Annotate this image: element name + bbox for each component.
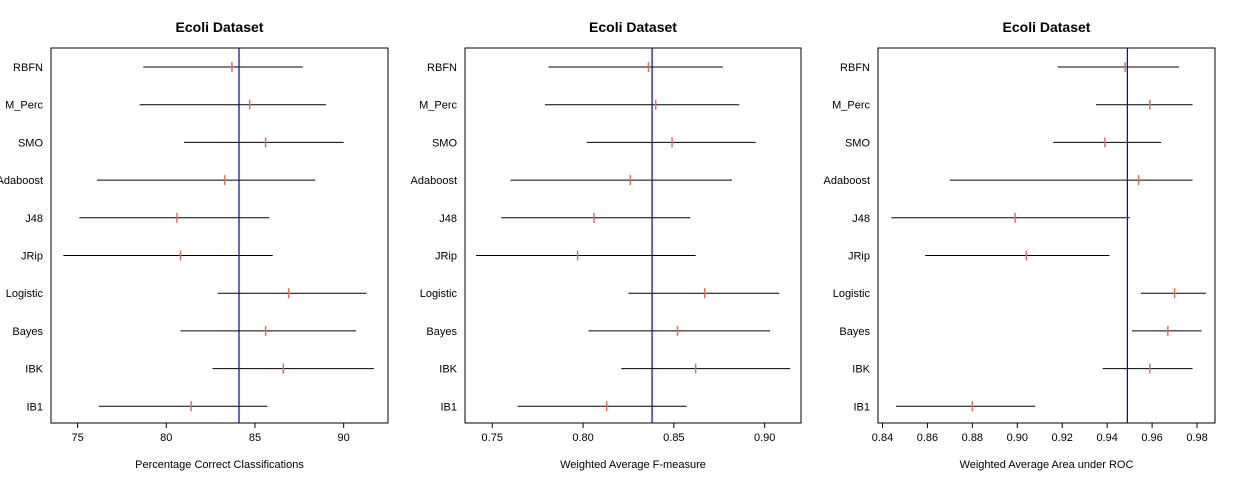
- plot-frame: [877, 47, 1216, 424]
- category-label: Bayes: [839, 326, 870, 338]
- category-label: Adaboost: [411, 175, 457, 187]
- plot-frame: [464, 47, 802, 424]
- category-label: IBK: [25, 364, 43, 376]
- x-tick-label: 0.88: [962, 432, 983, 444]
- category-label: RBFN: [840, 62, 870, 74]
- x-tick-label: 0.94: [1096, 432, 1117, 444]
- panel-title: Ecoli Dataset: [1003, 19, 1091, 35]
- category-label: SMO: [18, 137, 44, 149]
- x-tick-label: 0.90: [1007, 432, 1028, 444]
- x-tick-label: 85: [249, 432, 261, 444]
- category-label: JRip: [848, 251, 870, 263]
- category-label: RBFN: [13, 62, 43, 74]
- category-label: Logistic: [420, 288, 458, 300]
- category-label: Adaboost: [0, 175, 43, 187]
- category-label: M_Perc: [832, 100, 870, 112]
- chart-panel-3: Ecoli Dataset RBFN M_Perc SMO Adaboost J48 JRi…: [824, 19, 1216, 471]
- category-label: J48: [25, 213, 43, 225]
- category-label: Adaboost: [824, 175, 870, 187]
- category-label: SMO: [845, 137, 871, 149]
- category-label: JRip: [435, 251, 457, 263]
- plot-frame: [50, 47, 389, 424]
- category-label: J48: [439, 213, 457, 225]
- category-label: J48: [852, 213, 870, 225]
- x-axis-label: Weighted Average Area under ROC: [960, 459, 1134, 471]
- chart-panel-2: Ecoli Dataset RBFN M_Perc SMO Adaboost J48 JRi…: [411, 19, 802, 471]
- x-tick-label: 0.92: [1052, 432, 1073, 444]
- category-label: RBFN: [427, 62, 457, 74]
- x-tick-label: 0.75: [482, 432, 503, 444]
- category-label: SMO: [432, 137, 458, 149]
- x-tick-label: 0.86: [917, 432, 938, 444]
- category-label: Bayes: [12, 326, 43, 338]
- x-tick-label: 90: [338, 432, 350, 444]
- category-label: IB1: [440, 401, 457, 413]
- x-tick-label: 75: [71, 432, 83, 444]
- x-tick-label: 0.98: [1186, 432, 1207, 444]
- category-label: IB1: [853, 401, 870, 413]
- x-tick-label: 0.96: [1141, 432, 1162, 444]
- x-tick-label: 80: [160, 432, 172, 444]
- x-tick-label: 0.80: [572, 432, 593, 444]
- category-label: M_Perc: [5, 100, 43, 112]
- x-axis-label: Weighted Average F-measure: [560, 459, 706, 471]
- panel-title: Ecoli Dataset: [176, 19, 264, 35]
- chart-panel-1: Ecoli Dataset RBFN M_Perc SMO Adaboost J48 JRi…: [0, 19, 389, 471]
- panel-title: Ecoli Dataset: [589, 19, 677, 35]
- category-label: JRip: [21, 251, 43, 263]
- category-label: M_Perc: [419, 100, 457, 112]
- x-tick-label: 0.90: [754, 432, 775, 444]
- x-tick-label: 0.84: [872, 432, 893, 444]
- category-label: IBK: [852, 364, 870, 376]
- category-label: IBK: [439, 364, 457, 376]
- category-label: Logistic: [833, 288, 871, 300]
- x-axis-label: Percentage Correct Classifications: [135, 459, 304, 471]
- category-label: Bayes: [426, 326, 457, 338]
- x-tick-label: 0.85: [663, 432, 684, 444]
- category-label: IB1: [26, 401, 43, 413]
- category-label: Logistic: [6, 288, 44, 300]
